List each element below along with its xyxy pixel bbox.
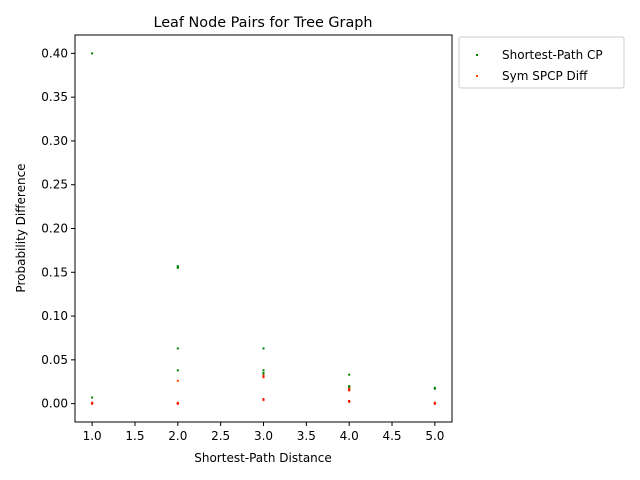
legend-marker-shortest-path-cp xyxy=(476,54,478,56)
series-2-point xyxy=(91,402,94,405)
y-tick-label: 0.20 xyxy=(41,222,68,236)
y-tick-label: 0.05 xyxy=(41,353,68,367)
series-2-point xyxy=(176,402,179,405)
series-0-point xyxy=(262,369,265,372)
x-tick-label: 2.0 xyxy=(168,429,187,443)
series-0-point xyxy=(176,369,179,372)
x-axis-label: Shortest-Path Distance xyxy=(194,451,332,465)
data-points xyxy=(91,52,436,405)
y-tick-label: 0.40 xyxy=(41,46,68,60)
y-axis-label: Probability Difference xyxy=(14,163,28,292)
legend-marker-sym-spcp-diff xyxy=(476,75,478,77)
legend-label-sym-spcp-diff: Sym SPCP Diff xyxy=(502,69,588,83)
legend-label-shortest-path-cp: Shortest-Path CP xyxy=(502,48,603,62)
x-tick-label: 5.0 xyxy=(425,429,444,443)
legend-box xyxy=(458,36,625,89)
x-tick-label: 4.0 xyxy=(340,429,359,443)
series-1-point xyxy=(176,379,179,382)
series-0-point xyxy=(262,347,265,350)
y-tick-label: 0.30 xyxy=(41,134,68,148)
series-0-point xyxy=(176,347,179,350)
series-0-point xyxy=(91,52,94,55)
series-2-point xyxy=(433,402,436,405)
series-2-point xyxy=(262,375,265,378)
y-tick-label: 0.35 xyxy=(41,90,68,104)
chart-title: Leaf Node Pairs for Tree Graph xyxy=(153,15,372,31)
y-tick-label: 0.00 xyxy=(41,397,68,411)
plot-area xyxy=(74,34,453,423)
series-2-point xyxy=(262,398,265,401)
y-tick-label: 0.15 xyxy=(41,265,68,279)
series-0-point xyxy=(262,371,265,374)
series-0-point xyxy=(433,387,436,390)
series-0-point xyxy=(91,396,94,399)
x-axis: 1.0 1.5 2.0 2.5 3.0 3.5 4.0 4.5 5.0 xyxy=(83,422,444,443)
y-tick-label: 0.10 xyxy=(41,309,68,323)
series-2-point xyxy=(348,388,351,391)
x-tick-label: 2.5 xyxy=(211,429,230,443)
x-tick-label: 1.5 xyxy=(125,429,144,443)
series-0-point xyxy=(348,373,351,376)
series-2-point xyxy=(348,399,351,402)
series-0-point xyxy=(176,266,179,269)
y-tick-label: 0.25 xyxy=(41,178,68,192)
x-tick-label: 3.5 xyxy=(297,429,316,443)
legend: Shortest-Path CP Sym SPCP Diff xyxy=(458,36,625,89)
x-tick-label: 3.0 xyxy=(254,429,273,443)
y-axis: 0.00 0.05 0.10 0.15 0.20 0.25 0.30 0.35 0.40 xyxy=(41,46,75,411)
x-tick-label: 4.5 xyxy=(382,429,401,443)
x-tick-label: 1.0 xyxy=(83,429,102,443)
